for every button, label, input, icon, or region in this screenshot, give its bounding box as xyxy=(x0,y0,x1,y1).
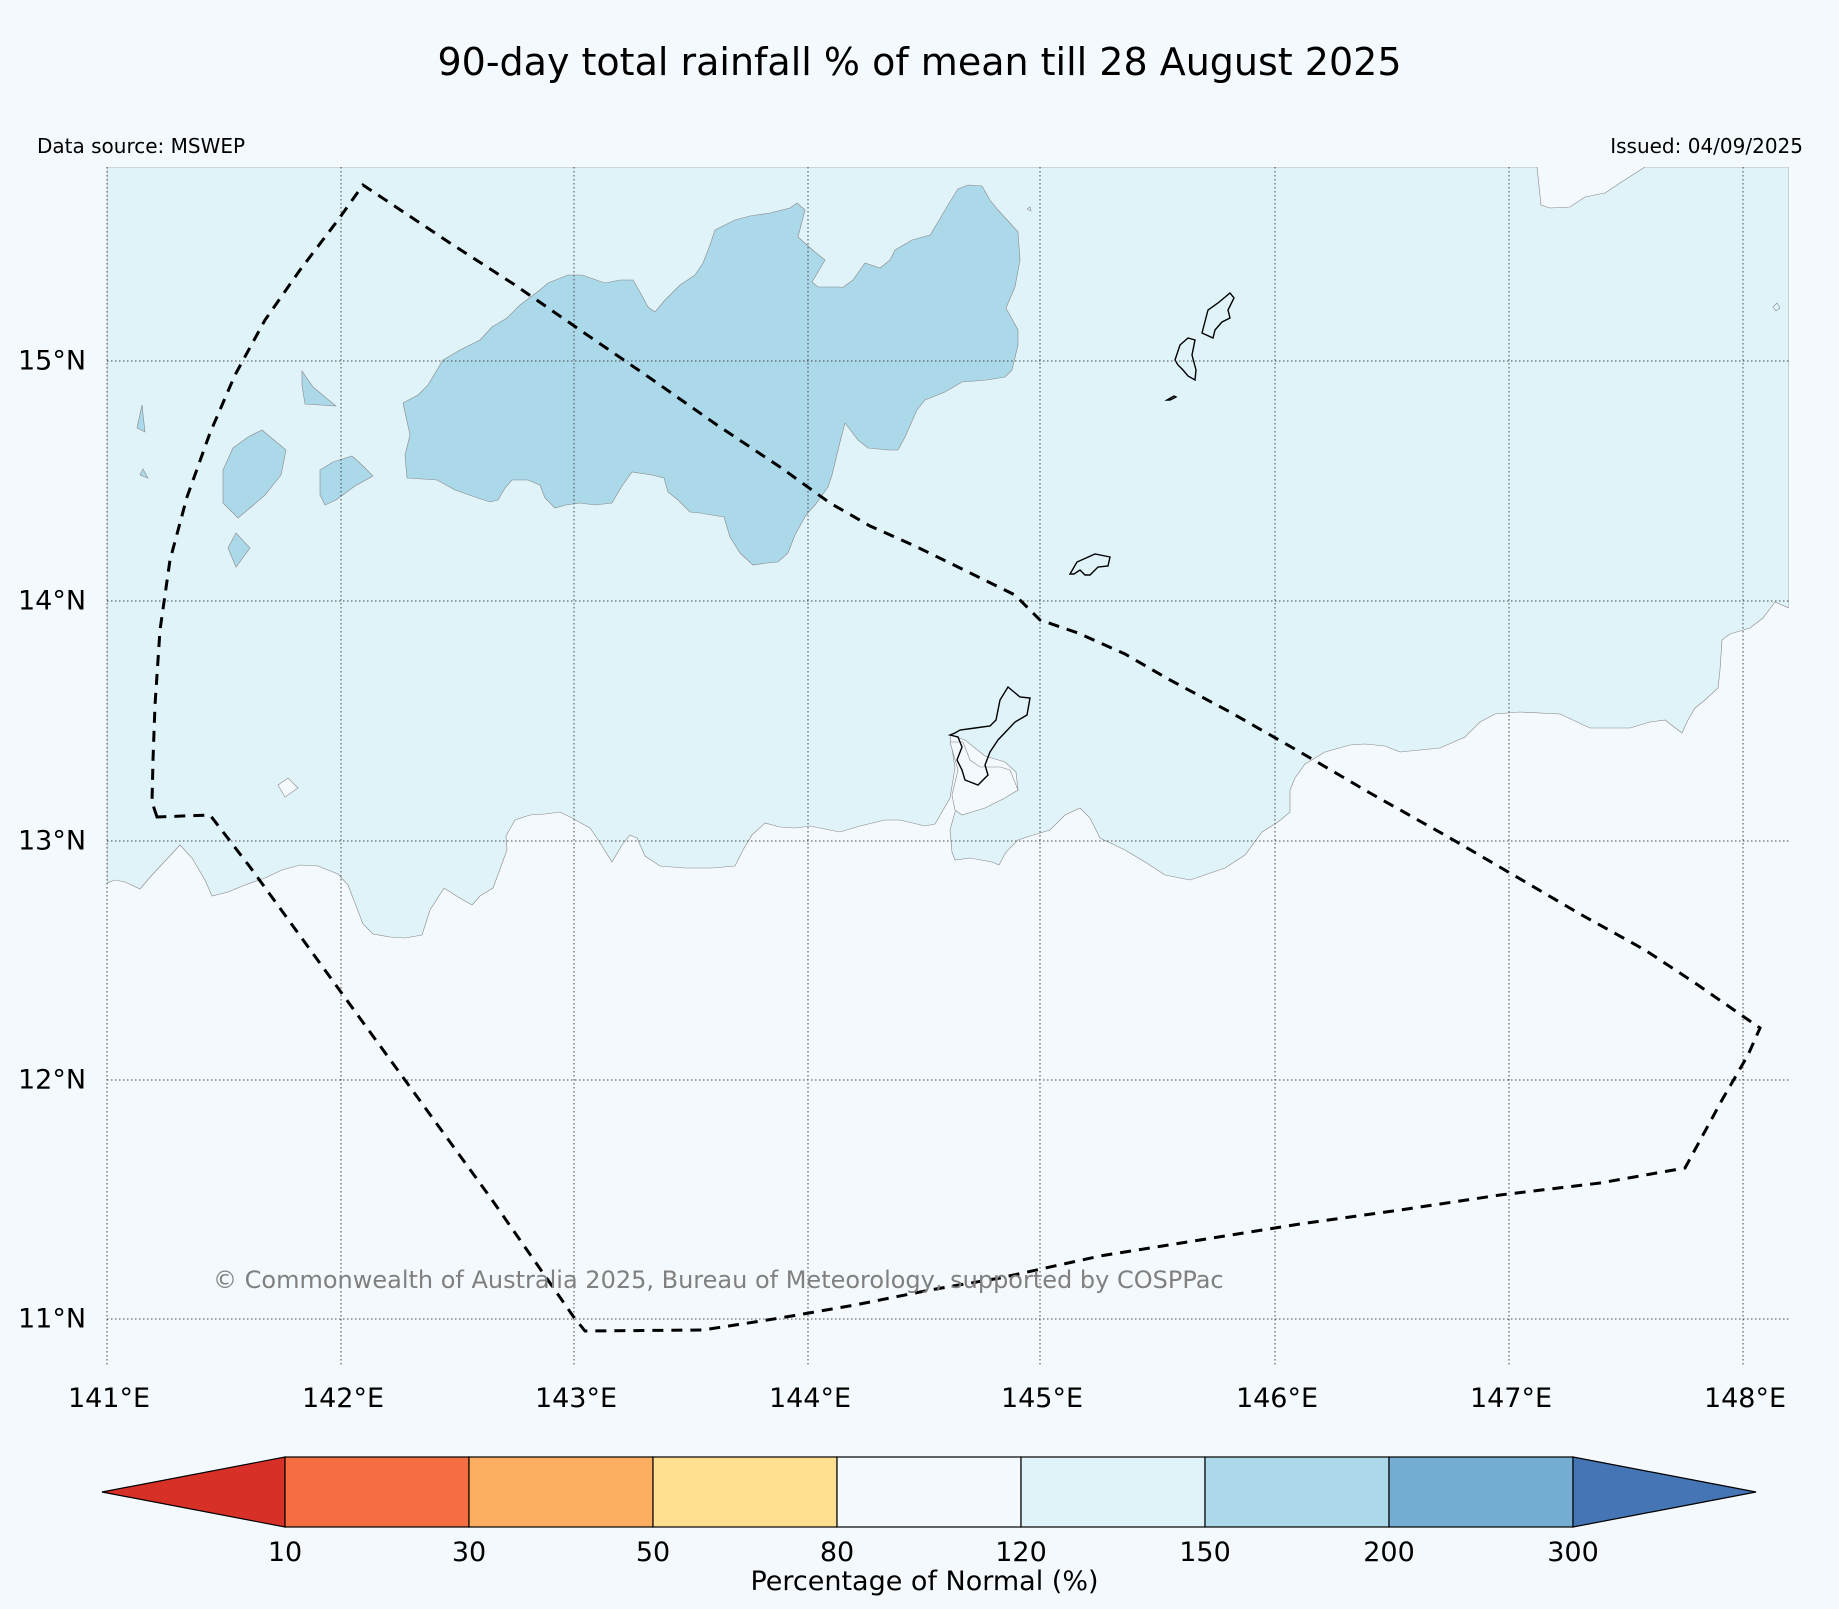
data-source-label: Data source: MSWEP xyxy=(37,134,246,158)
colorbar-segment-120-150 xyxy=(1020,1456,1206,1528)
lon-label-143e: 143°E xyxy=(534,1383,618,1414)
colorbar-tick: 10 xyxy=(267,1537,303,1568)
saipan-island xyxy=(1174,337,1197,382)
lon-label-145e: 145°E xyxy=(1000,1383,1084,1414)
colorbar-segment-80-120 xyxy=(836,1456,1022,1528)
colorbar-lower-extend xyxy=(101,1456,286,1528)
map-title: 90-day total rainfall % of mean till 28 … xyxy=(437,40,1402,84)
guam-island xyxy=(947,685,1031,786)
copyright-notice: © Commonwealth of Australia 2025, Bureau… xyxy=(213,1266,1224,1294)
lat-label-11n: 11°N xyxy=(18,1303,87,1335)
colorbar-tick: 50 xyxy=(635,1537,671,1568)
lat-label-14n: 14°N xyxy=(18,585,87,617)
lat-label-12n: 12°N xyxy=(18,1064,87,1096)
colorbar-segment-200-300 xyxy=(1388,1456,1574,1528)
map-gridlines xyxy=(106,167,1789,1365)
island-coastlines xyxy=(947,292,1235,786)
lon-label-147e: 147°E xyxy=(1469,1383,1553,1414)
rainfall-zone-150-200 xyxy=(402,184,1021,566)
lon-label-148e: 148°E xyxy=(1703,1383,1787,1414)
lon-label-144e: 144°E xyxy=(768,1383,852,1414)
colorbar-tick: 200 xyxy=(1363,1537,1415,1568)
colorbar-upper-extend xyxy=(1572,1456,1757,1528)
colorbar-tick: 80 xyxy=(819,1537,855,1568)
colorbar-tick: 300 xyxy=(1547,1537,1599,1568)
lon-label-142e: 142°E xyxy=(301,1383,385,1414)
anatahan-island xyxy=(1201,292,1235,339)
colorbar-label: Percentage of Normal (%) xyxy=(750,1566,1099,1597)
lon-label-146e: 146°E xyxy=(1235,1383,1319,1414)
issued-date-label: Issued: 04/09/2025 xyxy=(1610,134,1803,158)
colorbar-segment-50-80 xyxy=(652,1456,838,1528)
colorbar-tick: 30 xyxy=(451,1537,487,1568)
colorbar-segment-150-200 xyxy=(1204,1456,1390,1528)
lon-label-141e: 141°E xyxy=(67,1383,151,1414)
tinian-island xyxy=(1164,395,1178,401)
colorbar-segment-10-30 xyxy=(284,1456,470,1528)
rota-island xyxy=(1068,553,1111,576)
lat-label-15n: 15°N xyxy=(18,345,87,377)
region-boundary-outline xyxy=(150,182,1762,1333)
colorbar-tick: 150 xyxy=(1179,1537,1231,1568)
colorbar-tick: 120 xyxy=(995,1537,1047,1568)
lat-label-13n: 13°N xyxy=(18,825,87,857)
colorbar-segment-30-50 xyxy=(468,1456,654,1528)
